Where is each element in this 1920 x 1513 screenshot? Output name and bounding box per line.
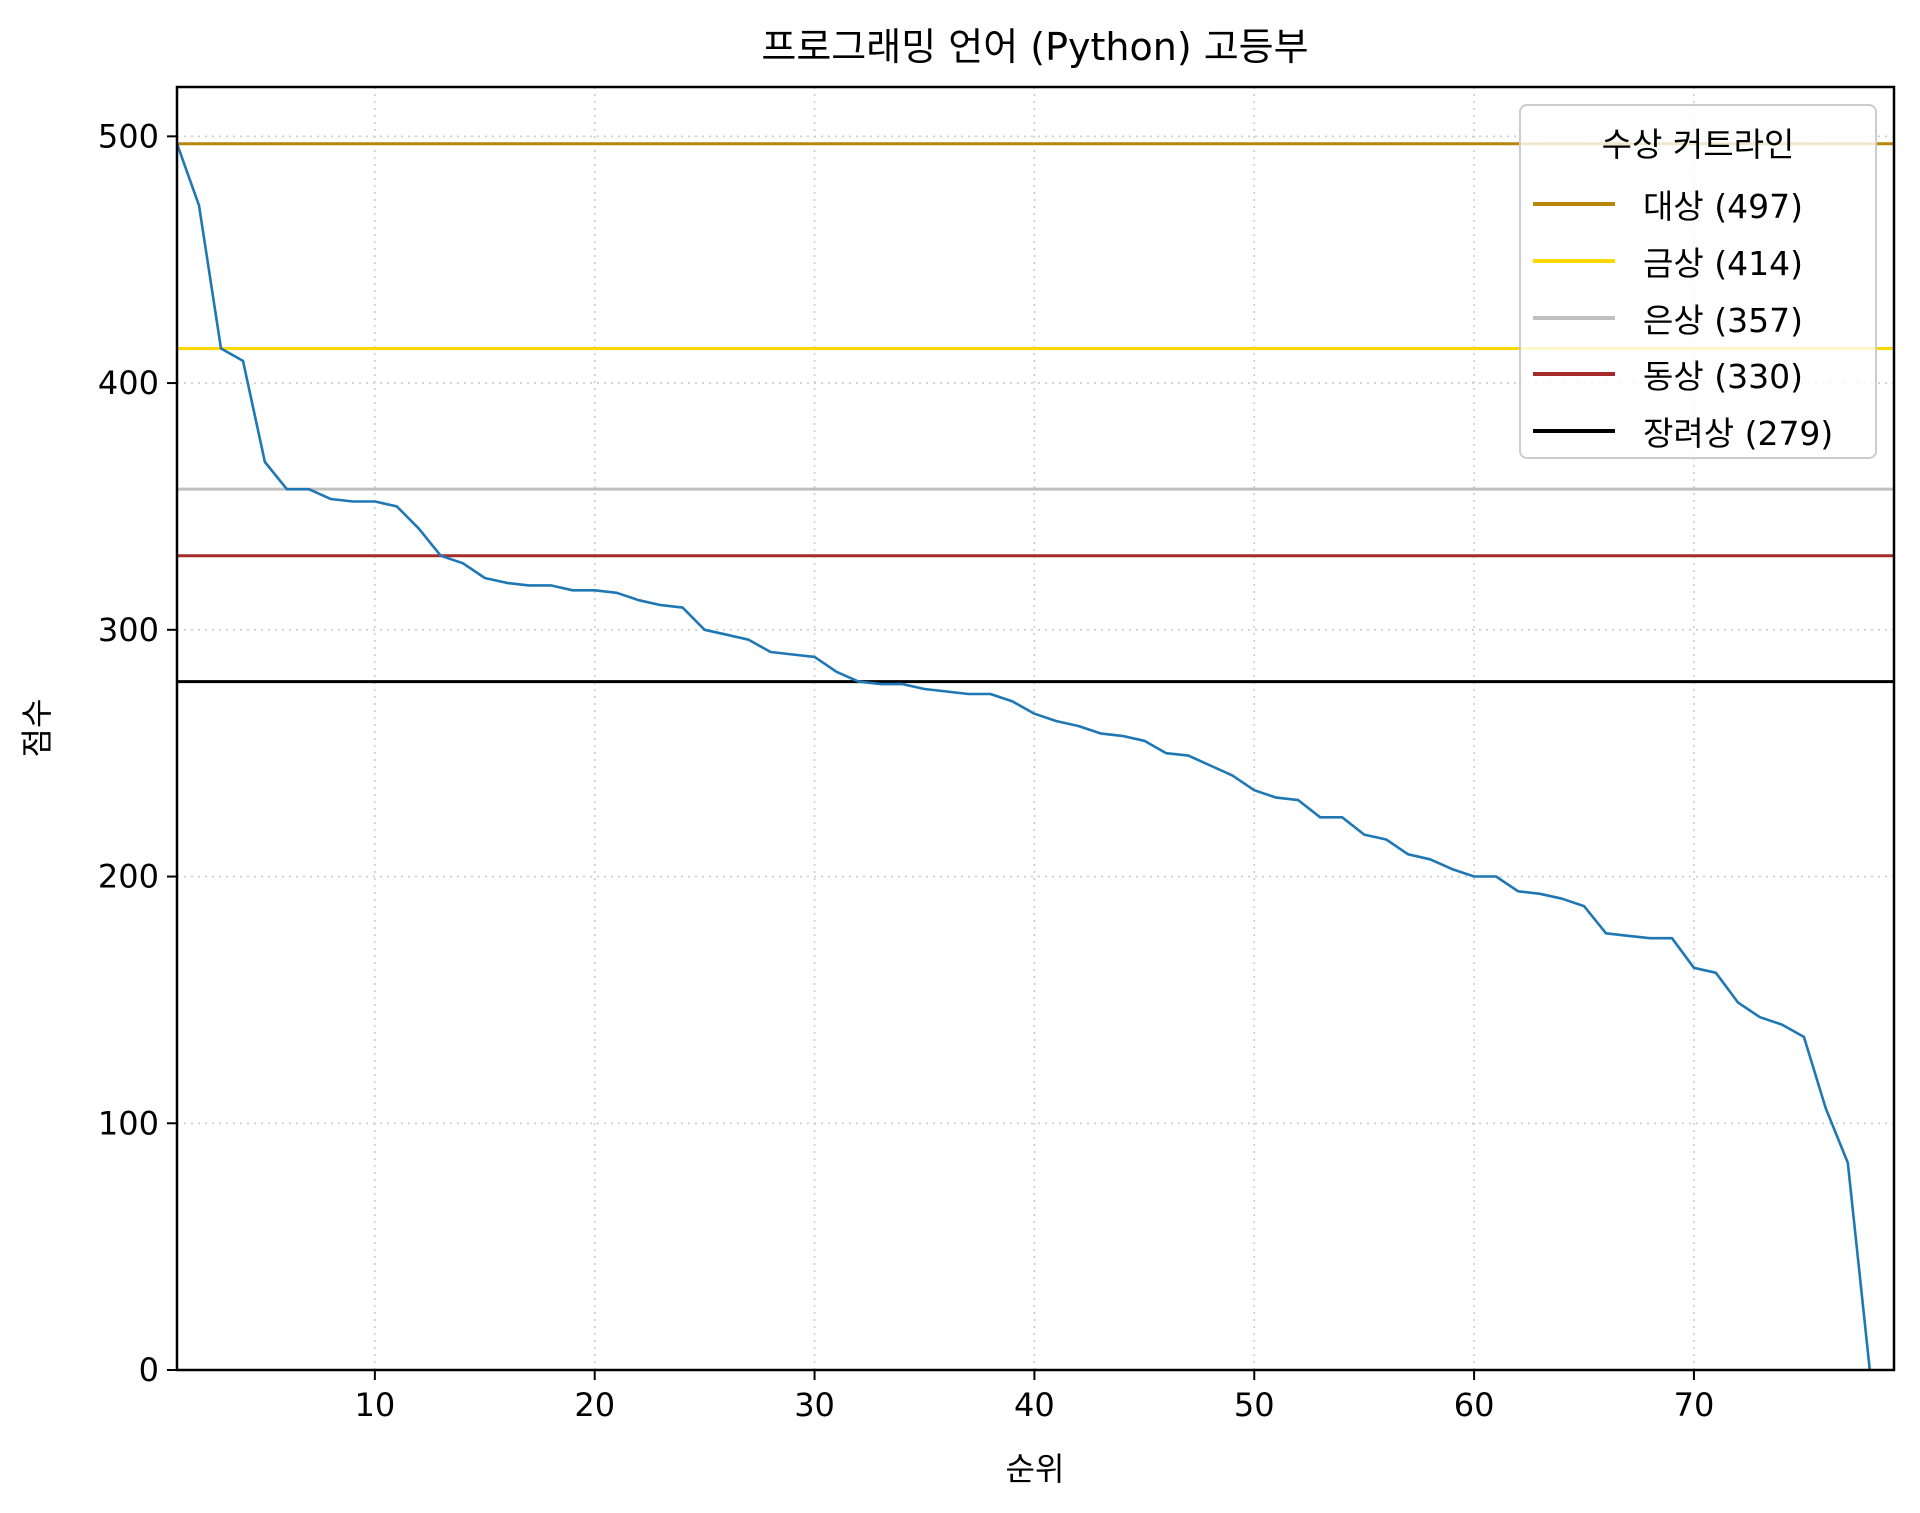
legend-item-gold: 금상 (414) xyxy=(1533,233,1803,289)
x-tick-label: 20 xyxy=(574,1386,615,1424)
x-tick-label: 60 xyxy=(1454,1386,1495,1424)
y-axis-ticks: 0 100 200 300 400 500 xyxy=(98,117,177,1389)
legend-item-bronze: 동상 (330) xyxy=(1533,346,1803,402)
legend-item-silver: 은상 (357) xyxy=(1533,290,1803,346)
chart-title: 프로그래밍 언어 (Python) 고등부 xyxy=(761,25,1308,69)
legend-swatch xyxy=(1533,259,1615,263)
legend-label: 동상 (330) xyxy=(1643,357,1803,396)
legend-label: 장려상 (279) xyxy=(1643,414,1834,453)
legend-swatch xyxy=(1533,429,1615,433)
x-tick-label: 70 xyxy=(1674,1386,1715,1424)
x-axis-label: 순위 xyxy=(1006,1450,1065,1488)
legend-item-encouragement: 장려상 (279) xyxy=(1533,403,1833,459)
y-tick-label: 400 xyxy=(98,364,159,402)
legend-label: 은상 (357) xyxy=(1643,301,1803,340)
x-axis-ticks: 10 20 30 40 50 60 70 xyxy=(355,1370,1715,1424)
y-tick-label: 500 xyxy=(98,117,159,155)
x-tick-label: 10 xyxy=(355,1386,396,1424)
legend-swatch xyxy=(1533,316,1615,320)
y-tick-label: 200 xyxy=(98,858,159,896)
x-tick-label: 30 xyxy=(794,1386,835,1424)
legend: 수상 커트라인 대상 (497) 금상 (414) 은상 (357) 동상 (3… xyxy=(1519,104,1877,459)
y-axis-label: 점수 xyxy=(18,699,56,758)
plot-frame xyxy=(175,85,1896,1372)
legend-swatch xyxy=(1533,372,1615,376)
legend-title: 수상 커트라인 xyxy=(1601,125,1795,164)
x-tick-label: 50 xyxy=(1234,1386,1275,1424)
legend-label: 금상 (414) xyxy=(1643,244,1803,283)
y-tick-label: 0 xyxy=(139,1351,159,1389)
legend-item-grand-prize: 대상 (497) xyxy=(1533,176,1803,232)
legend-swatch xyxy=(1533,202,1615,206)
y-tick-label: 100 xyxy=(98,1104,159,1142)
y-tick-label: 300 xyxy=(98,611,159,649)
score-line xyxy=(175,143,1872,1371)
x-tick-label: 40 xyxy=(1014,1386,1055,1424)
legend-label: 대상 (497) xyxy=(1643,187,1803,226)
